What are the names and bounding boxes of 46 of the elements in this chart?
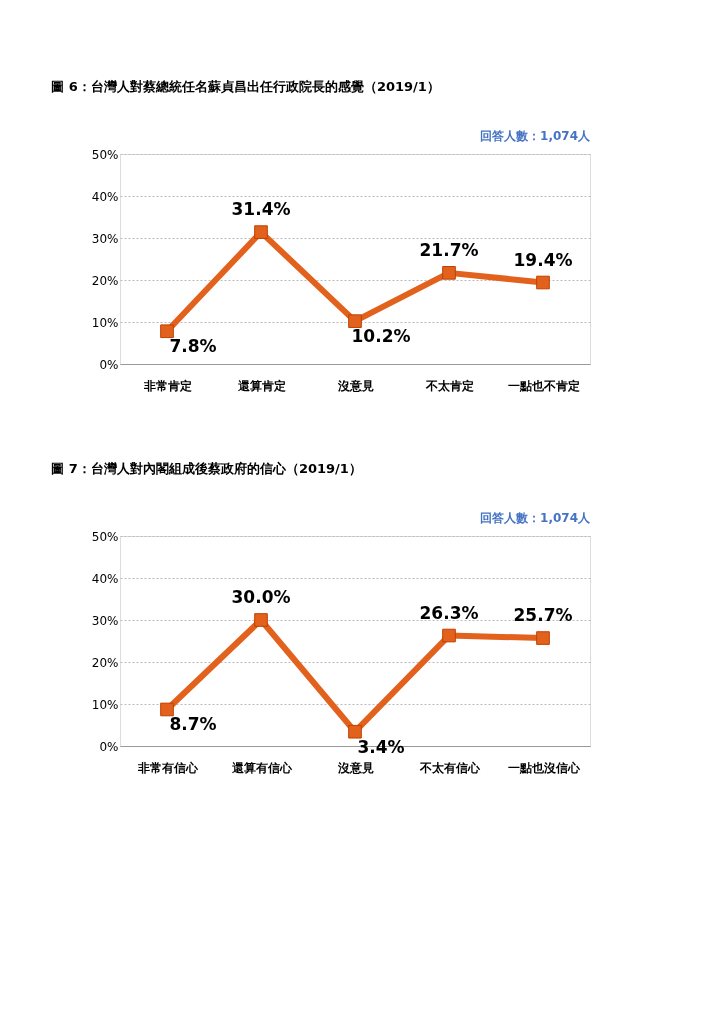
x-tick-label: 沒意見 <box>336 760 374 775</box>
x-tick-label: 沒意見 <box>336 378 374 393</box>
x-tick-label: 非常有信心 <box>136 760 199 775</box>
data-label: 25.7% <box>513 605 573 626</box>
y-tick-label: 40% <box>91 571 119 586</box>
data-label: 8.7% <box>169 714 217 735</box>
data-label: 19.4% <box>513 249 573 270</box>
data-label: 31.4% <box>231 199 291 220</box>
point <box>442 628 456 643</box>
data-label: 7.8% <box>169 336 217 357</box>
x-tick-label: 不太有信心 <box>418 760 481 775</box>
data-label: 30.0% <box>231 587 291 607</box>
point <box>536 631 550 645</box>
y-tick-label: 20% <box>91 273 119 288</box>
text: 回答人數：1,074人 <box>480 511 591 525</box>
y-tick-label: 30% <box>91 613 119 628</box>
data-label: 21.7% <box>419 239 479 260</box>
y-tick-label: 40% <box>91 189 119 204</box>
point <box>348 314 362 328</box>
data-label: 26.3% <box>419 602 479 623</box>
point <box>254 225 268 239</box>
data-label: 3.4% <box>357 736 405 757</box>
y-tick-label: 0% <box>99 739 119 754</box>
y-tick-label: 30% <box>91 231 119 246</box>
chart-title: 圖 6：台灣人對蔡總統任名蘇貞昌出任行政院長的感覺（2019/1） <box>51 79 440 94</box>
point <box>348 724 362 739</box>
x-tick-label: 還算有信心 <box>230 760 293 775</box>
text: 回答人數：1,074人 <box>480 129 591 143</box>
y-tick-label: 10% <box>91 697 119 712</box>
point <box>160 324 174 339</box>
x-tick-label: 不太肯定 <box>424 378 474 393</box>
point <box>160 702 174 717</box>
data-label: 10.2% <box>351 326 411 347</box>
x-tick-label: 一點也沒信心 <box>507 760 581 775</box>
y-tick-label: 0% <box>99 357 119 372</box>
x-tick-label: 還算肯定 <box>236 378 286 393</box>
chart-title: 圖 7：台灣人對內閣組成後蔡政府的信心（2019/1） <box>51 461 362 476</box>
x-tick-label: 非常肯定 <box>142 378 192 393</box>
y-tick-label: 10% <box>91 315 119 330</box>
point <box>442 266 456 280</box>
y-tick-label: 50% <box>91 147 119 162</box>
point <box>254 613 268 627</box>
x-tick-label: 一點也不肯定 <box>507 378 580 393</box>
point <box>536 275 550 290</box>
y-tick-label: 20% <box>91 655 119 670</box>
y-tick-label: 50% <box>91 529 119 544</box>
